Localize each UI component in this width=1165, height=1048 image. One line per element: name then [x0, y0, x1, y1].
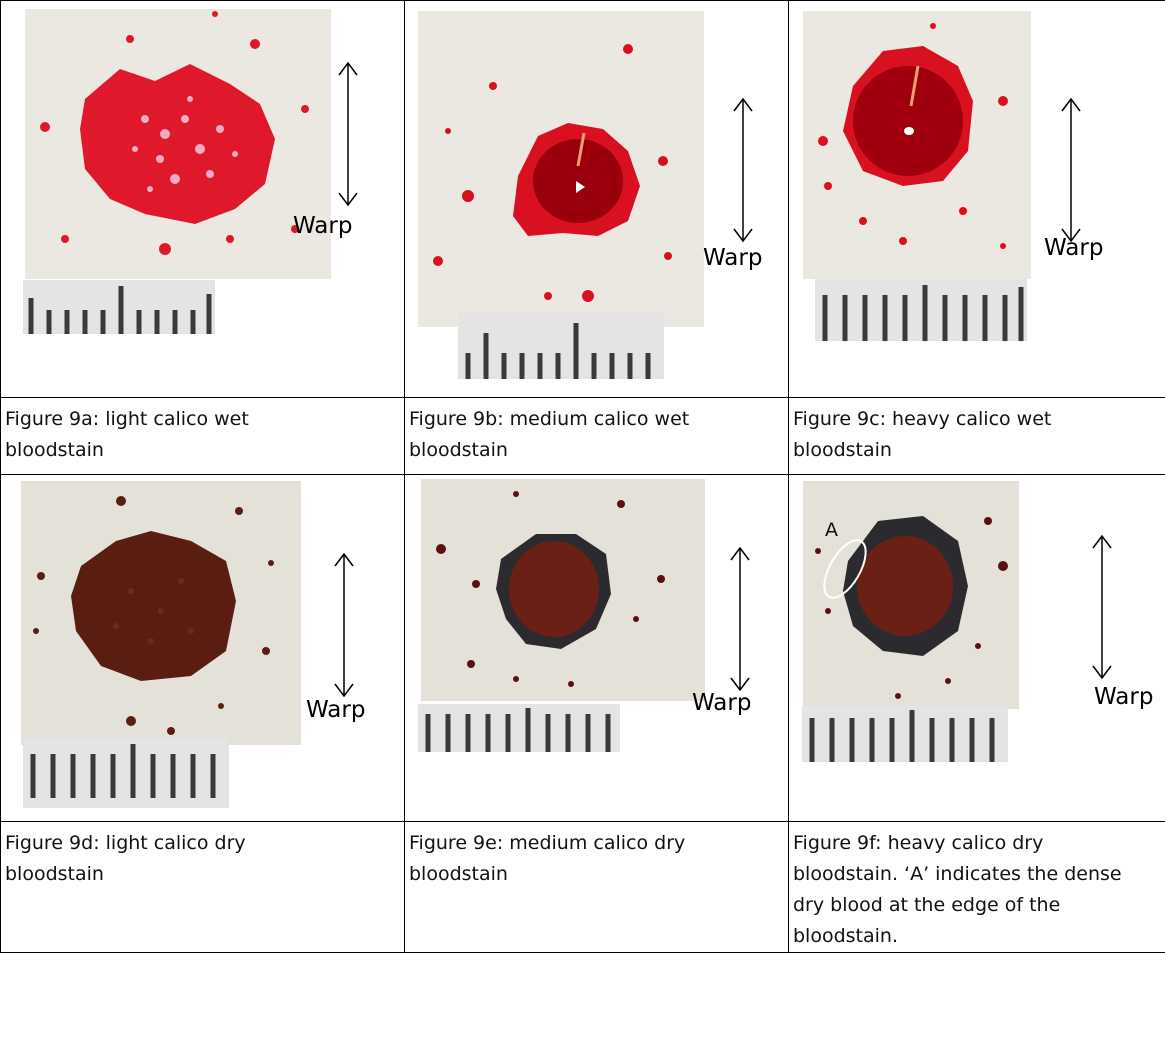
cell-figure-9a: Warp — [0, 0, 405, 398]
caption-9c: Figure 9c: heavy calico wet bloodstain — [793, 408, 1052, 461]
caption-9e: Figure 9e: medium calico dry bloodstain — [409, 832, 686, 885]
warp-arrow-9b — [733, 97, 753, 243]
ruler-9c — [815, 279, 1027, 341]
caption-row-wet: Figure 9a: light calico wet bloodstain F… — [0, 397, 1165, 475]
warp-label-9f: Warp — [1094, 684, 1154, 710]
warp-arrow-9d — [334, 552, 354, 698]
ruler-9b — [458, 313, 664, 379]
caption-9b: Figure 9b: medium calico wet bloodstain — [409, 408, 690, 461]
caption-9d: Figure 9d: light calico dry bloodstain — [5, 832, 246, 885]
warp-arrow-9c — [1061, 97, 1081, 243]
warp-arrow-9a — [338, 61, 358, 207]
image-row-dry: Warp — [0, 474, 1165, 822]
caption-cell-9f: Figure 9f: heavy calico dry bloodstain. … — [788, 821, 1165, 953]
warp-label-9b: Warp — [703, 245, 763, 271]
caption-9f: Figure 9f: heavy calico dry bloodstain. … — [793, 832, 1122, 947]
cell-figure-9d: Warp — [0, 474, 405, 822]
ruler-9f — [802, 706, 1008, 762]
warp-label-9a: Warp — [293, 213, 353, 239]
ruler-9d — [23, 738, 229, 808]
bloodstain-photo-9c — [803, 11, 1031, 279]
bloodstain-photo-9b — [418, 11, 704, 327]
caption-9a: Figure 9a: light calico wet bloodstain — [5, 408, 249, 461]
bloodstain-photo-9f — [803, 481, 1019, 709]
bloodstain-photo-9e — [421, 479, 705, 701]
warp-label-9e: Warp — [692, 690, 752, 716]
cell-figure-9f: A Warp — [788, 474, 1165, 822]
ruler-9e — [418, 704, 620, 752]
ruler-9a — [23, 280, 215, 334]
bloodstain-photo-9d — [21, 481, 301, 745]
caption-row-dry: Figure 9d: light calico dry bloodstain F… — [0, 821, 1165, 953]
caption-cell-9b: Figure 9b: medium calico wet bloodstain — [404, 397, 789, 475]
bloodstain-photo-9a — [25, 9, 331, 279]
caption-cell-9a: Figure 9a: light calico wet bloodstain — [0, 397, 405, 475]
caption-cell-9d: Figure 9d: light calico dry bloodstain — [0, 821, 405, 953]
cell-figure-9e: Warp — [404, 474, 789, 822]
warp-arrow-9e — [730, 546, 750, 692]
caption-cell-9e: Figure 9e: medium calico dry bloodstain — [404, 821, 789, 953]
warp-label-9d: Warp — [306, 697, 366, 723]
image-row-wet: Warp — [0, 0, 1165, 398]
warp-arrow-9f — [1092, 534, 1112, 680]
caption-cell-9c: Figure 9c: heavy calico wet bloodstain — [788, 397, 1165, 475]
cell-figure-9c: Warp — [788, 0, 1165, 398]
figure-table: Warp — [0, 0, 1165, 953]
cell-figure-9b: Warp — [404, 0, 789, 398]
annotation-label-a: A — [825, 519, 838, 541]
warp-label-9c: Warp — [1044, 235, 1104, 261]
